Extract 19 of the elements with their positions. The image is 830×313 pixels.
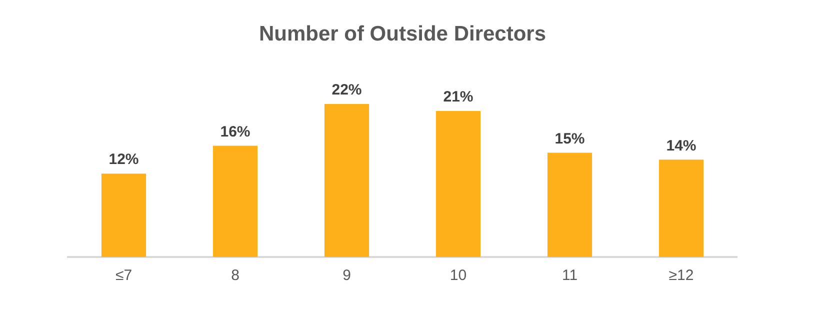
data-label: 22% xyxy=(332,82,362,99)
data-label: 15% xyxy=(554,130,585,148)
bar xyxy=(547,152,592,257)
bar xyxy=(658,160,704,257)
x-tick-label: 9 xyxy=(342,267,351,284)
bar xyxy=(212,146,258,257)
x-tick-label: 8 xyxy=(231,267,240,284)
bar xyxy=(436,111,481,257)
data-label: 12% xyxy=(108,151,139,168)
chart-title: Number of Outside Directors xyxy=(258,22,546,46)
data-label: 21% xyxy=(443,88,474,106)
x-tick-label: 10 xyxy=(450,267,467,284)
data-label: 14% xyxy=(666,137,696,154)
x-tick-label: ≤7 xyxy=(115,267,132,284)
bar xyxy=(101,174,146,257)
bar xyxy=(324,104,370,257)
x-tick-label: ≥12 xyxy=(668,267,694,284)
data-label: 16% xyxy=(220,123,250,140)
x-tick-label: 11 xyxy=(562,267,578,284)
